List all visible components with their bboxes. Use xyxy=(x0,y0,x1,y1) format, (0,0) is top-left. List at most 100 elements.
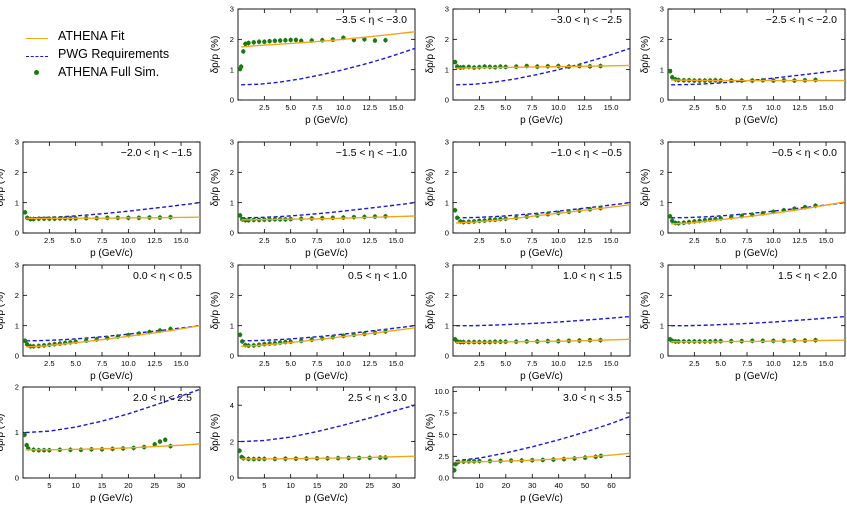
x-tick-label: 7.5 xyxy=(312,236,323,245)
panel-3: 0 1 2 3 2.5 5.0 7.5 10.0 12.5 15.0 −2.5 < η < −2.0… xyxy=(640,5,846,126)
plot-frame xyxy=(452,264,631,357)
simulation-point xyxy=(670,218,675,224)
fit-line xyxy=(456,338,630,344)
fit-line xyxy=(241,327,415,347)
x-tick-label: 15.0 xyxy=(389,236,404,245)
legend-line-fit-icon xyxy=(26,38,48,39)
y-tick-label: 3 xyxy=(230,261,234,270)
y-axis-title: δp/p (%) xyxy=(0,169,6,207)
x-tick-label: 5.0 xyxy=(70,359,81,368)
panel-6: 0 1 2 3 2.5 5.0 7.5 10.0 12.5 15.0 −1.0 < η < −0.5… xyxy=(425,138,631,259)
plot-area xyxy=(23,324,200,349)
eta-range-label: 0.0 < η < 0.5 xyxy=(133,270,192,282)
eta-range-label: 3.0 < η < 3.5 xyxy=(563,392,622,404)
x-tick-label: 5.0 xyxy=(285,359,296,368)
y-tick-label: 2 xyxy=(230,168,234,177)
requirement-line xyxy=(671,315,845,327)
x-tick-label: 15.0 xyxy=(604,236,619,245)
plot-frame xyxy=(237,8,416,101)
x-tick-label: 7.5 xyxy=(742,103,753,112)
y-tick-label: 1 xyxy=(230,65,234,74)
simulation-point xyxy=(238,332,243,337)
simulation-point xyxy=(238,213,243,218)
plot-area xyxy=(668,315,845,344)
x-tick-label: 25 xyxy=(150,481,158,490)
x-tick-label: 12.5 xyxy=(147,236,162,245)
x-tick-label: 15.0 xyxy=(604,359,619,368)
x-tick-label: 12.5 xyxy=(362,359,377,368)
y-tick-label: 2 xyxy=(15,291,19,300)
y-axis-title: δp/p (%) xyxy=(425,414,436,452)
y-tick-label: 2 xyxy=(230,35,234,44)
simulation-point xyxy=(461,65,466,70)
fit-line xyxy=(241,31,415,48)
x-tick-label: 15 xyxy=(98,481,106,490)
eta-range-label: 0.5 < η < 1.0 xyxy=(348,270,407,282)
simulation-point xyxy=(277,38,283,43)
x-tick-label: 15.0 xyxy=(174,359,189,368)
x-tick-label: 7.5 xyxy=(742,359,753,368)
simulation-point xyxy=(267,38,272,44)
eta-range-label: 1.0 < η < 1.5 xyxy=(563,270,622,282)
fit-line xyxy=(26,216,200,220)
y-axis-title: δp/p (%) xyxy=(210,36,221,74)
simulation-point xyxy=(383,38,388,43)
requirement-line xyxy=(456,47,630,86)
plot-area xyxy=(238,201,415,223)
plot-frame xyxy=(237,264,416,357)
panel-8: 0 1 2 3 2.5 5.0 7.5 10.0 12.5 15.0 0.0 < η < 0.5 p … xyxy=(0,261,201,382)
x-tick-label: 5 xyxy=(262,481,266,490)
plot-frame xyxy=(237,141,416,234)
y-tick-label: 3 xyxy=(660,261,664,270)
y-axis-title: δp/p (%) xyxy=(210,169,221,207)
x-tick-label: 40 xyxy=(554,481,562,490)
legend-label-simulation: ATHENA Full Sim. xyxy=(58,65,160,79)
fit-line xyxy=(25,443,200,451)
x-tick-label: 30 xyxy=(177,481,185,490)
y-tick-label: 0 xyxy=(445,229,449,238)
y-tick-label: 2 xyxy=(445,35,449,44)
y-tick-label: 3 xyxy=(15,138,19,147)
y-axis-title: δp/p (%) xyxy=(640,169,651,207)
simulation-point xyxy=(23,210,28,215)
y-tick-label: 3 xyxy=(445,5,449,14)
legend-marker-simulation-icon xyxy=(34,70,39,75)
x-axis-title: p (GeV/c) xyxy=(305,371,348,382)
x-tick-label: 12.5 xyxy=(147,359,162,368)
x-tick-label: 12.5 xyxy=(792,359,807,368)
plot-frame xyxy=(452,141,631,234)
simulation-point xyxy=(272,38,278,44)
panel-11: 0 1 2 3 2.5 5.0 7.5 10.0 12.5 15.0 1.5 < η < 2.0 p … xyxy=(640,261,846,382)
eta-range-label: −1.0 < η < −0.5 xyxy=(551,147,622,159)
y-tick-label: 3 xyxy=(445,138,449,147)
x-tick-label: 5.0 xyxy=(715,103,726,112)
y-tick-label: 1 xyxy=(15,198,19,207)
y-tick-label: 0 xyxy=(230,96,234,105)
panel-2: 0 1 2 3 2.5 5.0 7.5 10.0 12.5 15.0 −3.0 < η < −2.5… xyxy=(425,5,631,126)
panel-10: 0 1 2 3 2.5 5.0 7.5 10.0 12.5 15.0 1.0 < η < 1.5 p … xyxy=(425,261,631,382)
requirement-line xyxy=(455,415,630,462)
eta-range-label: −2.5 < η < −2.0 xyxy=(766,14,837,26)
x-tick-label: 20 xyxy=(124,481,132,490)
simulation-point xyxy=(251,40,257,45)
y-tick-label: 0.0 xyxy=(438,474,449,483)
panel-13: 0 2 4 5 10 15 20 25 30 2.5 < η < 3.0 p (GeV/c) δp/p… xyxy=(210,386,416,504)
y-tick-label: 3 xyxy=(660,138,664,147)
simulation-point xyxy=(668,214,673,219)
simulation-point xyxy=(23,338,28,344)
simulation-point xyxy=(23,432,27,437)
y-tick-label: 0 xyxy=(230,352,234,361)
x-tick-label: 2.5 xyxy=(689,236,700,245)
x-tick-label: 2.5 xyxy=(259,359,270,368)
x-tick-label: 2.5 xyxy=(44,359,55,368)
plot-frame xyxy=(452,386,631,479)
x-tick-label: 7.5 xyxy=(527,359,538,368)
x-tick-label: 10.0 xyxy=(766,103,781,112)
x-tick-label: 10 xyxy=(71,481,79,490)
y-tick-label: 1 xyxy=(15,321,19,330)
fit-line xyxy=(240,455,415,460)
plot-area xyxy=(453,415,630,473)
x-tick-label: 7.5 xyxy=(527,103,538,112)
x-tick-label: 5.0 xyxy=(70,236,81,245)
y-tick-label: 0 xyxy=(660,352,664,361)
